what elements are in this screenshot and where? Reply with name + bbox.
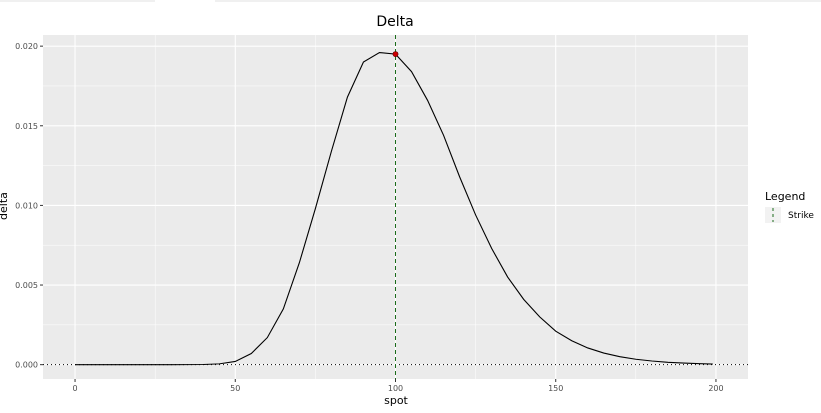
tab-strip-right bbox=[215, 0, 821, 2]
x-tick-label: 150 bbox=[548, 384, 563, 393]
y-tick-label: 0.005 bbox=[15, 281, 38, 290]
legend-label-strike: Strike bbox=[788, 211, 814, 221]
y-axis-label: delta bbox=[0, 192, 10, 220]
delta-series-line bbox=[75, 51, 713, 366]
y-tick-label: 0.020 bbox=[15, 42, 38, 51]
plot-area: 0 50 100 150 200 0.000 0.005 0.010 0.015 0.020 bbox=[15, 35, 748, 393]
x-tick-label: 0 bbox=[72, 384, 77, 393]
y-tick-label: 0.000 bbox=[15, 361, 38, 370]
x-axis-label: spot bbox=[384, 394, 408, 407]
x-tick-label: 100 bbox=[388, 384, 403, 393]
legend-title: Legend bbox=[765, 190, 805, 203]
x-tick-label: 200 bbox=[708, 384, 723, 393]
top-tab-strip bbox=[0, 0, 821, 2]
x-tick-label: 50 bbox=[230, 384, 240, 393]
chart-title: Delta bbox=[376, 14, 413, 30]
tab-strip-left bbox=[0, 0, 155, 2]
y-tick-label: 0.010 bbox=[15, 201, 38, 210]
strike-marker-point bbox=[392, 51, 399, 58]
legend: Legend Strike bbox=[765, 190, 814, 223]
y-tick-label: 0.015 bbox=[15, 122, 38, 131]
